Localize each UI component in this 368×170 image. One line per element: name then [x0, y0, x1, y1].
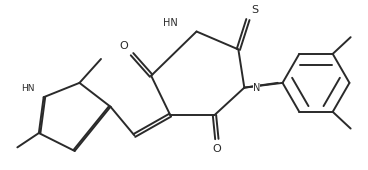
Text: HN: HN — [21, 84, 35, 93]
Text: O: O — [119, 41, 128, 51]
Text: N: N — [252, 83, 260, 93]
Text: S: S — [251, 5, 259, 15]
Text: HN: HN — [163, 18, 177, 28]
Text: O: O — [212, 144, 221, 154]
